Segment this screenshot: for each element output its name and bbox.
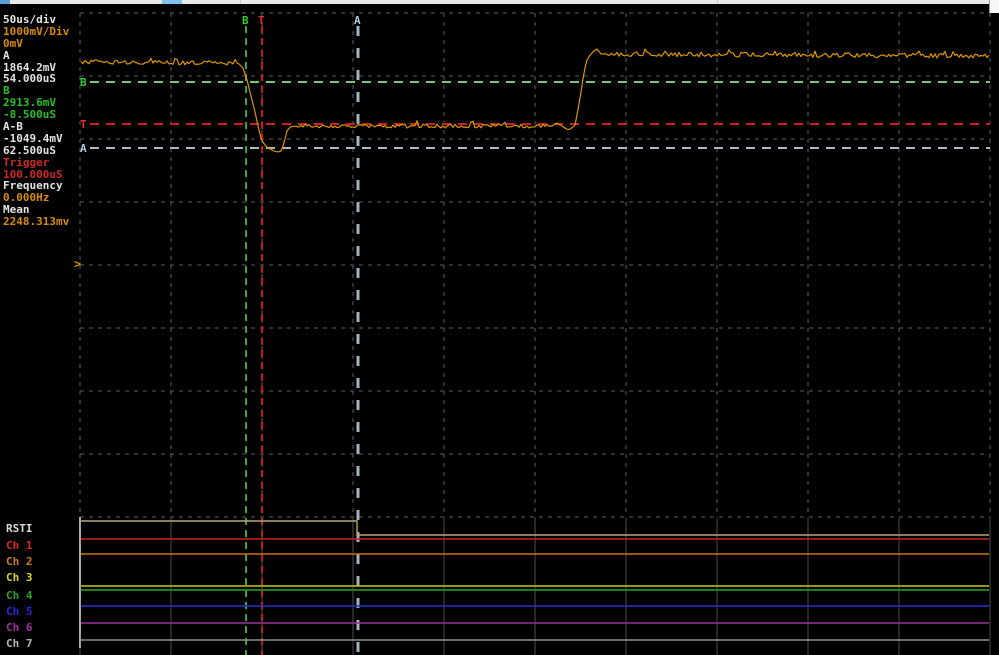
measurement-panel: 50us/div 1000mV/Div 0mV A 1864.2mV 54.000uS B 2… — [3, 14, 69, 228]
cursor-v-label-B: B — [242, 14, 249, 27]
measurement-line: 50us/div — [3, 13, 56, 26]
channel-label-ch-4: Ch 4 — [6, 589, 33, 602]
measurement-line: -1049.4mV — [3, 131, 63, 145]
analog-trace-channel-a — [80, 48, 990, 153]
channel-label-ch-5: Ch 5 — [6, 605, 33, 618]
measurement-line: Trigger — [3, 155, 50, 169]
cursor-v-label-T: T — [258, 14, 265, 27]
channel-position-marker[interactable]: > — [74, 257, 82, 271]
measurement-line: A — [3, 48, 10, 62]
cursor-h-label-T: T — [80, 118, 87, 131]
channel-label-ch-2: Ch 2 — [6, 555, 33, 568]
cursor-v-label-A: A — [354, 14, 361, 27]
measurement-line: 0mV — [3, 36, 23, 50]
digital-trace-rsti — [81, 520, 989, 536]
measurement-line: 54.000uS — [3, 72, 56, 86]
cursor-h-label-B: B — [80, 76, 87, 89]
browser-tab-highlight[interactable] — [162, 0, 182, 4]
measurement-line: 2248.313mv — [3, 215, 70, 229]
measurement-line: 0.000Hz — [3, 191, 50, 205]
tab-separator — [717, 0, 718, 4]
channel-label-ch-7: Ch 7 — [6, 637, 33, 650]
scrollbar-corner — [989, 0, 999, 13]
measurement-line: 62.500uS — [3, 143, 56, 157]
measurement-line: Mean — [3, 203, 30, 217]
measurement-line: -8.500uS — [3, 108, 56, 122]
browser-tab-active[interactable] — [0, 0, 10, 4]
measurement-line: 1864.2mV — [3, 60, 56, 74]
measurement-line: 1000mV/Div — [3, 24, 70, 38]
measurement-line: B — [3, 84, 10, 98]
cursor-h-label-A: A — [80, 142, 87, 155]
channel-label-ch-1: Ch 1 — [6, 539, 33, 552]
channel-label-ch-3: Ch 3 — [6, 571, 33, 584]
channel-label-rsti: RSTI — [6, 522, 33, 535]
measurement-line: 100.000uS — [3, 167, 63, 181]
measurement-line: Frequency — [3, 179, 63, 193]
channel-label-ch-6: Ch 6 — [6, 621, 33, 634]
browser-tab-strip — [0, 0, 999, 4]
tab-separator — [240, 0, 241, 4]
measurement-line: 2913.6mV — [3, 96, 56, 110]
measurement-line: A-B — [3, 120, 23, 134]
